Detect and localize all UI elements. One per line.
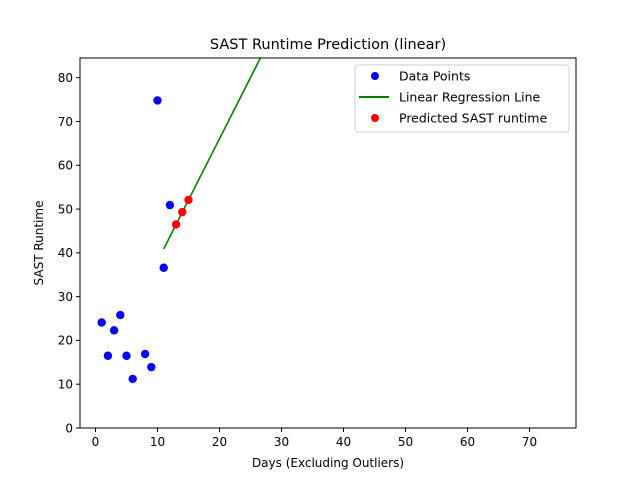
x-axis: 0 10 20 30 40 50 60 70 (92, 428, 537, 449)
legend-marker-predicted (371, 114, 379, 122)
legend-label-predicted: Predicted SAST runtime (399, 111, 547, 126)
y-tick-label: 40 (58, 246, 73, 260)
x-tick-label: 10 (150, 435, 165, 449)
predicted-point-2 (184, 195, 193, 205)
y-tick-label: 70 (58, 115, 73, 129)
x-axis-label: Days (Excluding Outliers) (252, 456, 404, 470)
x-tick-label: 0 (92, 435, 100, 449)
y-axis-label: SAST Runtime (32, 201, 46, 286)
plot-frame (79, 57, 577, 429)
data-point-7 (147, 362, 156, 372)
chart-title: SAST Runtime Prediction (linear) (210, 37, 446, 53)
y-tick-label: 30 (58, 290, 73, 304)
y-axis: 0 10 20 30 40 50 60 70 80 (58, 71, 80, 435)
data-point-3 (116, 310, 125, 320)
y-tick-label: 0 (65, 421, 73, 435)
y-tick-label: 50 (58, 202, 73, 216)
data-point-1 (103, 351, 113, 360)
legend: Data Points Linear Regression Line Predi… (354, 64, 570, 133)
y-tick-label: 20 (58, 334, 73, 348)
data-point-10 (165, 200, 175, 210)
data-point-2 (109, 326, 119, 335)
legend-box (354, 64, 570, 133)
x-tick-label: 30 (274, 435, 289, 449)
x-tick-label: 60 (460, 435, 475, 449)
x-tick-label: 50 (398, 435, 413, 449)
x-tick-label: 40 (336, 435, 351, 449)
legend-label-regression-line: Linear Regression Line (399, 90, 541, 105)
y-tick-label: 60 (58, 159, 73, 173)
data-point-8 (153, 96, 162, 105)
data-point-9 (159, 263, 168, 272)
x-tick-label: 70 (522, 435, 537, 449)
data-point-6 (140, 349, 150, 359)
regression-line (162, 58, 262, 250)
legend-marker-data-points (371, 72, 379, 80)
data-point-0 (97, 318, 106, 327)
x-tick-label: 20 (212, 435, 227, 449)
legend-label-data-points: Data Points (399, 69, 470, 84)
y-tick-label: 80 (58, 71, 73, 85)
predicted-point-1 (178, 207, 187, 217)
predicted-point-0 (171, 220, 181, 229)
y-tick-label: 10 (58, 378, 73, 392)
data-point-4 (122, 351, 131, 360)
data-point-5 (128, 374, 137, 384)
